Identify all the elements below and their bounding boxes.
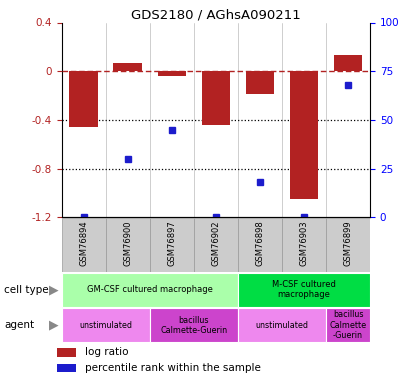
Bar [238,273,370,307]
Text: bacillus
Calmette-Guerin: bacillus Calmette-Guerin [160,316,227,335]
Bar [326,217,370,272]
Bar [194,217,238,272]
Bar [62,217,106,272]
Text: GM-CSF cultured macrophage: GM-CSF cultured macrophage [87,285,213,294]
Text: bacillus
Calmette
-Guerin: bacillus Calmette -Guerin [330,310,367,340]
Text: ▶: ▶ [49,319,59,332]
Bar [158,71,186,76]
Bar [326,308,370,342]
Text: cell type: cell type [4,285,49,295]
Bar [150,308,238,342]
Text: log ratio: log ratio [86,347,129,357]
Text: GSM76899: GSM76899 [343,221,353,266]
Text: GSM76902: GSM76902 [211,221,220,266]
Text: GSM76898: GSM76898 [256,221,265,267]
Bar [57,363,76,372]
Bar [106,217,150,272]
Text: percentile rank within the sample: percentile rank within the sample [86,363,261,373]
Bar [238,308,326,342]
Text: M-CSF cultured
macrophage: M-CSF cultured macrophage [272,280,336,299]
Title: GDS2180 / AGhsA090211: GDS2180 / AGhsA090211 [131,8,301,21]
Bar [57,348,76,357]
Bar [62,273,238,307]
Bar [282,217,326,272]
Text: unstimulated: unstimulated [256,321,308,330]
Bar [334,56,363,71]
Text: GSM76894: GSM76894 [79,221,88,266]
Bar [246,71,274,94]
Text: GSM76900: GSM76900 [123,221,132,266]
Text: unstimulated: unstimulated [79,321,132,330]
Bar [113,63,142,71]
Bar [69,71,98,128]
Text: GSM76903: GSM76903 [300,221,308,266]
Text: GSM76897: GSM76897 [167,221,176,267]
Bar [62,308,150,342]
Text: ▶: ▶ [49,283,59,296]
Bar [202,71,230,125]
Bar [290,71,318,199]
Bar [238,217,282,272]
Bar [150,217,194,272]
Text: agent: agent [4,320,34,330]
